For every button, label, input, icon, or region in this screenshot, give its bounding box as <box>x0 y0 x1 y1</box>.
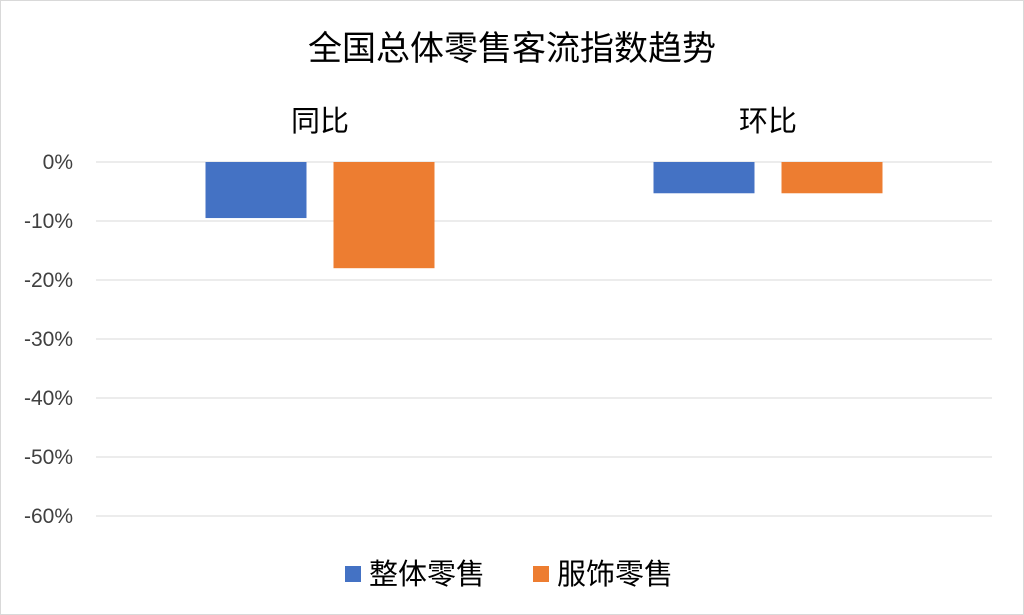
legend-swatch <box>533 566 549 582</box>
y-tick-label: -50% <box>24 446 73 469</box>
y-tick-label: -30% <box>24 328 73 351</box>
legend-label: 服饰零售 <box>557 557 673 591</box>
y-tick-label: -10% <box>24 210 73 233</box>
bar <box>653 162 755 194</box>
bar <box>205 162 307 219</box>
y-tick-label: 0% <box>43 151 73 174</box>
legend-label: 整体零售 <box>369 557 485 591</box>
y-tick-label: -40% <box>24 387 73 410</box>
y-tick-label: -60% <box>24 505 73 528</box>
y-tick-label: -20% <box>24 269 73 292</box>
legend-swatch <box>345 566 361 582</box>
bar <box>781 162 883 194</box>
bar <box>333 162 435 269</box>
chart-title: 全国总体零售客流指数趋势 <box>308 29 716 69</box>
category-label: 同比 <box>291 104 349 138</box>
category-label: 环比 <box>739 104 797 138</box>
